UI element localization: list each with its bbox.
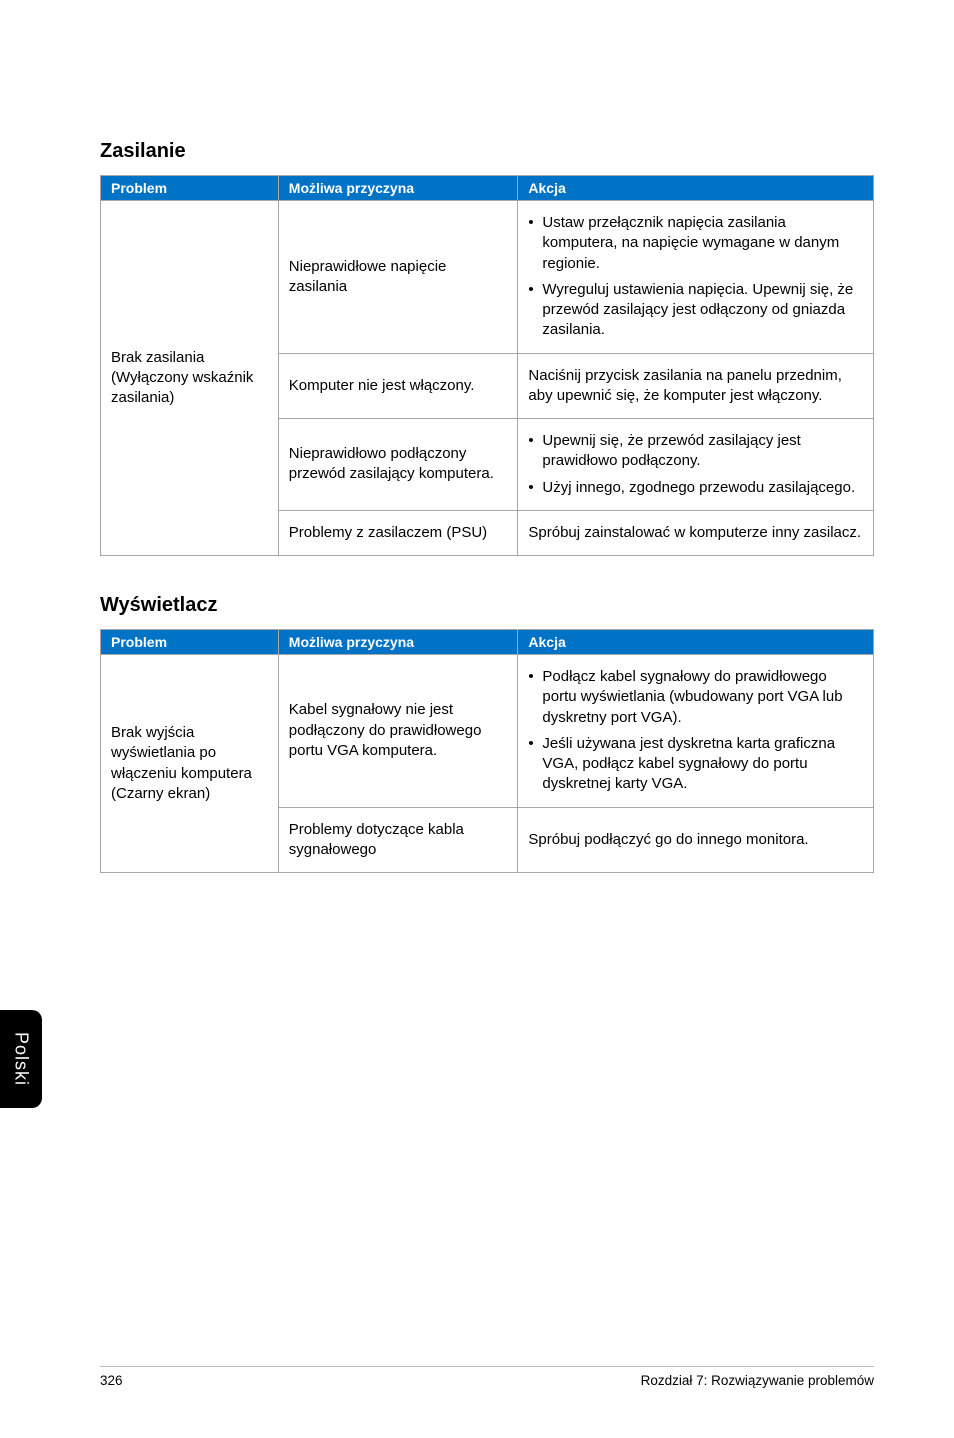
table-display: Problem Możliwa przyczyna Akcja Brak wyj… (100, 629, 874, 873)
table-row: Brak wyjścia wyświetlania po włączeniu k… (101, 655, 874, 808)
cell-action: Spróbuj zainstalować w komputerze inny z… (518, 510, 874, 555)
footer-page-number: 326 (100, 1373, 123, 1388)
action-item: Wyreguluj ustawienia napięcia. Upewnij s… (528, 280, 863, 341)
cell-action: Podłącz kabel sygnałowy do prawidłowego … (518, 655, 874, 808)
language-side-tab: Polski (0, 1010, 42, 1108)
action-item: Użyj innego, zgodnego przewodu zasilając… (528, 478, 863, 498)
col-header-action: Akcja (518, 630, 874, 655)
col-header-action: Akcja (518, 176, 874, 201)
cell-action: Upewnij się, że przewód zasilający jest … (518, 419, 874, 511)
cell-cause: Komputer nie jest włączony. (278, 353, 518, 419)
cell-action: Naciśnij przycisk zasilania na panelu pr… (518, 353, 874, 419)
col-header-problem: Problem (101, 630, 279, 655)
cell-cause: Problemy z zasilaczem (PSU) (278, 510, 518, 555)
col-header-problem: Problem (101, 176, 279, 201)
cell-problem: Brak wyjścia wyświetlania po włączeniu k… (101, 655, 279, 873)
table-row: Brak zasilania (Wyłączony wskaźnik zasil… (101, 201, 874, 354)
cell-action: Ustaw przełącznik napięcia zasilania kom… (518, 201, 874, 354)
action-item: Jeśli używana jest dyskretna karta grafi… (528, 734, 863, 795)
cell-cause: Kabel sygnałowy nie jest podłączony do p… (278, 655, 518, 808)
table-header-row: Problem Możliwa przyczyna Akcja (101, 630, 874, 655)
action-item: Podłącz kabel sygnałowy do prawidłowego … (528, 667, 863, 728)
page-footer: 326 Rozdział 7: Rozwiązywanie problemów (100, 1366, 874, 1388)
action-item: Ustaw przełącznik napięcia zasilania kom… (528, 213, 863, 274)
section-title-power: Zasilanie (100, 140, 874, 163)
section-title-display: Wyświetlacz (100, 594, 874, 617)
cell-cause: Problemy dotyczące kabla sygnałowego (278, 807, 518, 873)
side-tab-label: Polski (11, 1032, 32, 1086)
cell-action: Spróbuj podłączyć go do innego monitora. (518, 807, 874, 873)
cell-problem: Brak zasilania (Wyłączony wskaźnik zasil… (101, 201, 279, 556)
col-header-cause: Możliwa przyczyna (278, 176, 518, 201)
cell-cause: Nieprawidłowe napięcie zasilania (278, 201, 518, 354)
col-header-cause: Możliwa przyczyna (278, 630, 518, 655)
table-header-row: Problem Możliwa przyczyna Akcja (101, 176, 874, 201)
action-item: Upewnij się, że przewód zasilający jest … (528, 431, 863, 472)
table-power: Problem Możliwa przyczyna Akcja Brak zas… (100, 175, 874, 556)
footer-chapter: Rozdział 7: Rozwiązywanie problemów (641, 1373, 874, 1388)
cell-cause: Nieprawidłowo podłączony przewód zasilaj… (278, 419, 518, 511)
